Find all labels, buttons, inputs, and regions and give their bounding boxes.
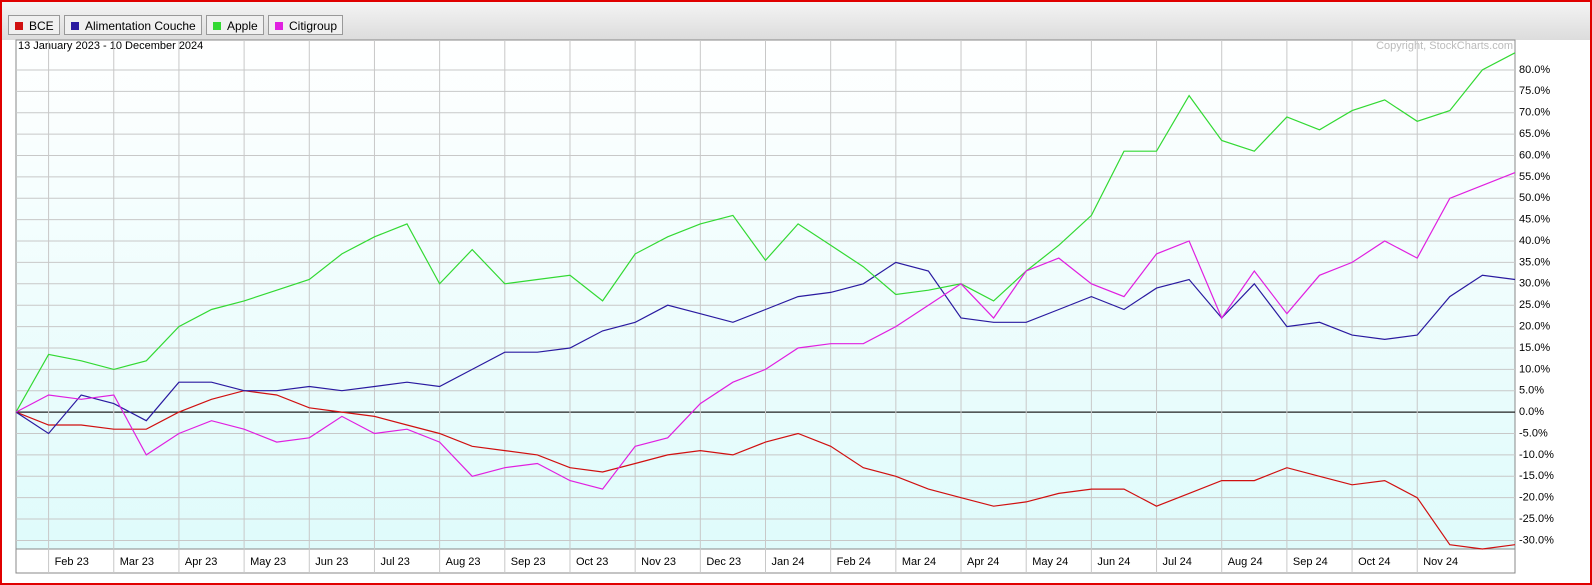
subtitle: 13 January 2023 - 10 December 2024: [18, 40, 203, 52]
x-tick-label: Jan 24: [772, 556, 805, 568]
x-tick-label: Sep 24: [1293, 556, 1328, 568]
y-tick-label: 0.0%: [1519, 406, 1544, 418]
legend-label: Apple: [227, 19, 258, 33]
y-tick-label: -15.0%: [1519, 470, 1554, 482]
y-tick-label: 30.0%: [1519, 278, 1550, 290]
y-tick-label: -25.0%: [1519, 513, 1554, 525]
series-line: [15, 261, 1516, 435]
legend-swatch: [275, 22, 283, 30]
x-tick-label: Apr 24: [967, 556, 999, 568]
legend-swatch: [71, 22, 79, 30]
x-tick-label: Mar 23: [120, 556, 154, 568]
legend-swatch: [15, 22, 23, 30]
y-tick-label: 55.0%: [1519, 171, 1550, 183]
legend-item[interactable]: Citigroup: [268, 15, 344, 35]
y-tick-label: 40.0%: [1519, 235, 1550, 247]
x-tick-label: Jul 23: [380, 556, 409, 568]
x-tick-label: Feb 24: [837, 556, 871, 568]
x-tick-label: Nov 23: [641, 556, 676, 568]
x-tick-label: May 23: [250, 556, 286, 568]
x-tick-label: Jun 24: [1097, 556, 1130, 568]
x-tick-label: Mar 24: [902, 556, 936, 568]
x-tick-label: Jun 23: [315, 556, 348, 568]
x-tick-label: Sep 23: [511, 556, 546, 568]
x-tick-label: May 24: [1032, 556, 1068, 568]
y-tick-label: 25.0%: [1519, 299, 1550, 311]
y-tick-label: 60.0%: [1519, 149, 1550, 161]
y-tick-label: 65.0%: [1519, 128, 1550, 140]
y-tick-label: 70.0%: [1519, 107, 1550, 119]
y-tick-label: -20.0%: [1519, 492, 1554, 504]
series-line: [15, 172, 1516, 490]
y-tick-label: 15.0%: [1519, 342, 1550, 354]
y-tick-label: 50.0%: [1519, 192, 1550, 204]
legend-label: Citigroup: [289, 19, 338, 33]
copyright: Copyright, StockCharts.com: [1376, 40, 1513, 52]
x-tick-label: Aug 23: [446, 556, 481, 568]
y-tick-label: 80.0%: [1519, 64, 1550, 76]
series-line: [15, 52, 1516, 413]
legend-item[interactable]: Apple: [206, 15, 264, 35]
x-tick-label: Dec 23: [706, 556, 741, 568]
x-tick-label: Oct 24: [1358, 556, 1390, 568]
y-tick-label: 35.0%: [1519, 256, 1550, 268]
legend-label: Alimentation Couche: [85, 19, 196, 33]
y-tick-label: -30.0%: [1519, 534, 1554, 546]
legend-item[interactable]: Alimentation Couche: [64, 15, 202, 35]
legend-label: BCE: [29, 19, 54, 33]
x-tick-label: Oct 23: [576, 556, 608, 568]
legend-item[interactable]: BCE: [8, 15, 60, 35]
y-tick-label: 20.0%: [1519, 320, 1550, 332]
x-tick-label: Nov 24: [1423, 556, 1458, 568]
y-tick-label: 10.0%: [1519, 363, 1550, 375]
series-line: [15, 390, 1516, 550]
x-tick-label: Feb 23: [55, 556, 89, 568]
y-tick-label: -10.0%: [1519, 449, 1554, 461]
y-tick-label: 45.0%: [1519, 214, 1550, 226]
legend: BCE Alimentation Couche Apple Citigroup: [2, 2, 1590, 40]
y-tick-label: 5.0%: [1519, 385, 1544, 397]
x-tick-label: Apr 23: [185, 556, 217, 568]
legend-swatch: [213, 22, 221, 30]
y-tick-label: -5.0%: [1519, 427, 1548, 439]
x-tick-label: Jul 24: [1163, 556, 1192, 568]
y-tick-label: 75.0%: [1519, 85, 1550, 97]
x-tick-label: Aug 24: [1228, 556, 1263, 568]
